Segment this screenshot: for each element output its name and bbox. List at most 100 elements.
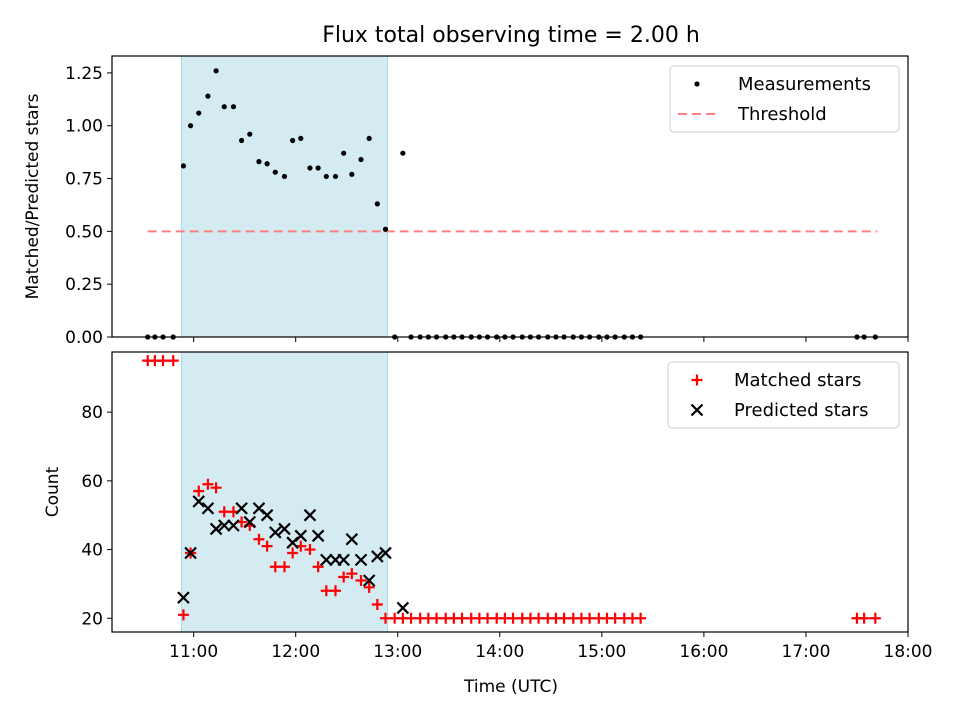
matched-star-point xyxy=(635,612,647,624)
chart-title: Flux total observing time = 2.00 h xyxy=(322,23,700,48)
matched-star-point xyxy=(167,355,179,367)
matched-star-point xyxy=(346,568,358,580)
matched-star-point xyxy=(278,561,290,573)
measurement-point xyxy=(281,173,288,180)
top-legend: Measurements Threshold xyxy=(669,65,900,133)
top-y-tick-label: 0.75 xyxy=(65,170,103,190)
predicted-star-point xyxy=(209,522,223,536)
legend-predicted-marker xyxy=(690,403,704,417)
predicted-star-point xyxy=(320,553,333,567)
measurement-point xyxy=(315,165,321,171)
predicted-star-point xyxy=(269,526,282,539)
legend-measurements-label: Measurements xyxy=(738,74,871,95)
bottom-observing-window xyxy=(180,351,389,633)
matched-star-point xyxy=(157,355,169,367)
top-y-tick-label: 0.25 xyxy=(65,275,103,295)
matched-star-point xyxy=(218,506,230,518)
matched-star-point xyxy=(869,612,881,624)
predicted-star-point xyxy=(362,574,376,587)
top-observing-window xyxy=(180,55,389,338)
predicted-star-point xyxy=(278,522,291,536)
top-y-tick-label: 0.50 xyxy=(65,222,103,242)
predicted-star-point xyxy=(227,519,240,532)
predicted-star-point xyxy=(184,546,197,560)
predicted-star-point xyxy=(354,553,368,567)
matched-star-point xyxy=(584,612,596,624)
legend-predicted-label: Predicted stars xyxy=(734,400,868,421)
matched-star-point xyxy=(379,612,391,624)
bottom-y-tick-label: 20 xyxy=(81,609,103,629)
measurement-point xyxy=(400,150,406,156)
top-panel: 0.00 0.25 0.50 0.75 1.00 1.25 Matched/Predicte… xyxy=(23,55,909,348)
predicted-star-point xyxy=(294,529,308,543)
predicted-star-point xyxy=(260,508,274,522)
bottom-plot-frame xyxy=(111,351,909,633)
matched-star-point xyxy=(371,599,383,611)
bottom-y-tick-label: 40 xyxy=(81,541,103,561)
top-y-axis-label: Matched/Predicted stars xyxy=(23,93,43,299)
matched-star-point xyxy=(312,561,324,573)
matched-star-point xyxy=(320,585,332,597)
measurement-point xyxy=(272,169,278,175)
top-y-tick-label: 1.25 xyxy=(65,64,103,84)
matched-star-point xyxy=(269,561,281,573)
measurement-point xyxy=(180,163,187,169)
matched-star-point xyxy=(363,581,375,593)
bottom-legend: Matched stars Predicted stars xyxy=(667,361,900,429)
predicted-star-point xyxy=(177,591,190,604)
measurement-point xyxy=(264,161,270,167)
matched-star-point xyxy=(507,612,519,624)
predicted-star-point xyxy=(371,550,384,563)
measurement-point xyxy=(290,137,296,144)
predicted-star-point xyxy=(311,529,325,543)
x-tick-label: 12:00 xyxy=(271,642,320,662)
matched-star-point xyxy=(355,574,367,586)
bottom-y-axis-label: Count xyxy=(43,466,63,517)
x-tick-label: 13:00 xyxy=(373,642,422,662)
measurement-point xyxy=(247,131,253,137)
legend-matched-marker xyxy=(691,374,703,386)
top-legend-box xyxy=(669,65,900,133)
x-tick-label: 18:00 xyxy=(884,642,933,662)
matched-star-point xyxy=(405,612,417,624)
measurement-point xyxy=(239,137,245,144)
matched-star-point xyxy=(210,482,222,494)
matched-star-point xyxy=(193,485,205,497)
measurement-point xyxy=(256,159,262,165)
measurement-point xyxy=(323,173,329,180)
legend-matched-label: Matched stars xyxy=(734,370,861,391)
matched-star-point xyxy=(431,612,443,624)
bottom-y-tick-label: 60 xyxy=(81,472,103,492)
matched-star-point xyxy=(456,612,468,624)
measurement-point xyxy=(332,173,339,180)
predicted-star-point xyxy=(243,515,257,529)
measurement-point xyxy=(307,165,313,171)
top-y-tick-label: 1.00 xyxy=(65,117,103,137)
x-tick-label: 16:00 xyxy=(679,642,728,662)
predicted-star-point xyxy=(345,532,359,546)
matched-star-point xyxy=(482,612,494,624)
x-tick-label: 15:00 xyxy=(577,642,626,662)
predicted-star-point xyxy=(192,495,206,508)
predicted-star-point xyxy=(235,502,248,515)
top-y-tick-label: 0.00 xyxy=(65,328,103,348)
measurement-point xyxy=(341,150,347,156)
matched-star-point xyxy=(558,612,570,624)
matched-star-point xyxy=(329,585,341,597)
matched-star-point xyxy=(533,612,545,624)
matched-star-point xyxy=(858,612,870,624)
legend-measurements-marker xyxy=(694,81,700,87)
predicted-star-point xyxy=(396,601,410,615)
measurement-point xyxy=(358,156,364,163)
measurement-point xyxy=(298,135,304,141)
x-tick-label: 14:00 xyxy=(475,642,524,662)
measurement-point xyxy=(221,104,227,110)
matched-star-point xyxy=(253,533,265,545)
matched-star-point xyxy=(177,609,189,621)
x-tick-label: 11:00 xyxy=(169,642,218,662)
x-axis-label: Time (UTC) xyxy=(463,677,558,697)
measurement-point xyxy=(213,68,219,74)
measurement-point xyxy=(205,93,211,99)
predicted-star-point xyxy=(201,502,215,515)
measurement-point xyxy=(382,226,389,232)
